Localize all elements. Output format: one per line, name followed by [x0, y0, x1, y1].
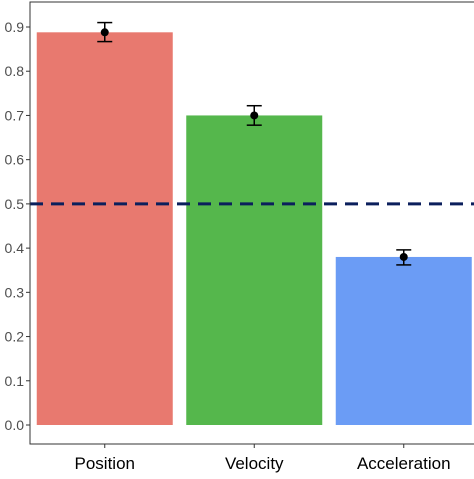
bars: [36, 32, 472, 425]
x-tick-label-velocity: Velocity: [225, 454, 284, 473]
panel-border: [29, 1, 474, 445]
y-tick-label: 0.4: [5, 240, 25, 256]
x-tick-label-acceleration: Acceleration: [357, 454, 451, 473]
mean-point-acceleration: [399, 252, 408, 261]
axes: 0.0 0.1 0.2 0.3 0.4 0.5 0.6 0.7 0.8 0.9 Position Ve…: [5, 1, 474, 473]
mean-point-position: [100, 28, 109, 37]
y-tick-label: 0.3: [5, 284, 25, 300]
bar-acceleration: [335, 256, 472, 425]
y-tick-label: 0.5: [5, 196, 25, 212]
y-tick-label: 0.0: [5, 417, 25, 433]
y-tick-label: 0.7: [5, 107, 25, 123]
bar-position: [36, 32, 173, 425]
y-tick-label: 0.9: [5, 19, 25, 35]
y-tick-label: 0.1: [5, 373, 25, 389]
y-tick-label: 0.2: [5, 329, 25, 345]
error-bars: [97, 21, 412, 266]
bar-velocity: [186, 115, 323, 425]
y-tick-label: 0.6: [5, 152, 25, 168]
y-tick-label: 0.8: [5, 63, 25, 79]
x-tick-label-position: Position: [75, 454, 135, 473]
mean-point-velocity: [250, 111, 259, 120]
